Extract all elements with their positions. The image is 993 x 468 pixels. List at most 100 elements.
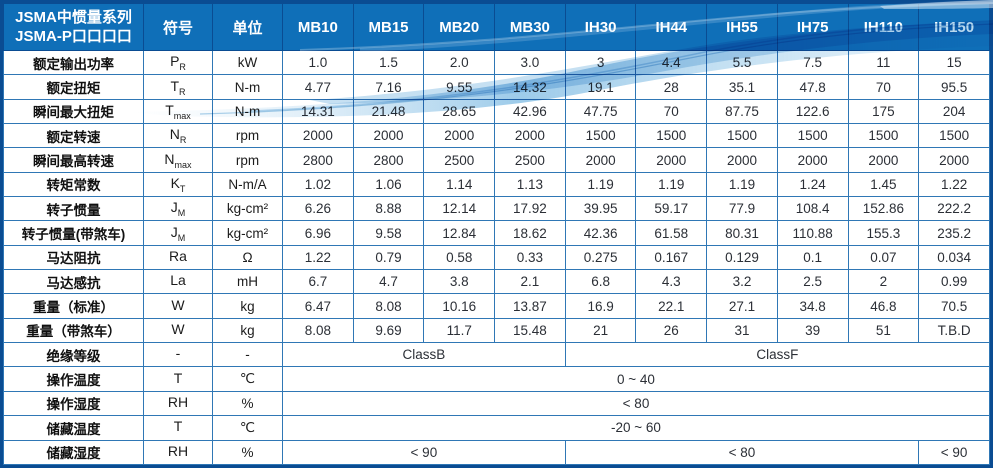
symbol-text: T — [170, 77, 180, 94]
spec-cell: 59.17 — [635, 196, 708, 222]
spec-cell: 10.16 — [423, 293, 496, 319]
spec-cell: 6.8 — [564, 269, 637, 295]
row-label: 操作湿度 — [3, 390, 144, 417]
spec-cell: 0.034 — [918, 244, 990, 271]
table-row: 绝缘等级 - - ClassB ClassF — [3, 342, 991, 368]
spec-cell: 1500 — [706, 123, 778, 149]
symbol-cell: - — [143, 342, 213, 368]
symbol-cell: JM — [143, 196, 213, 222]
spec-cell: 2000 — [776, 147, 849, 173]
table-row: 转子惯量(带煞车) JM kg-cm² 6.96 9.58 12.84 18.62 42.36… — [3, 220, 990, 246]
column-header-ih150: IH150 — [918, 3, 990, 51]
spec-cell: 1.19 — [564, 171, 637, 198]
spec-cell: 70 — [635, 98, 708, 125]
spec-cell: 61.58 — [635, 220, 708, 246]
spec-cell: 110.88 — [776, 220, 849, 246]
spec-cell: 46.8 — [847, 293, 920, 319]
spec-cell: 42.36 — [564, 220, 637, 246]
unit-column-header: 单位 — [212, 3, 283, 51]
spec-cell: 6.96 — [282, 220, 354, 246]
motor-spec-table: JSMA中惯量系列 JSMA-P口口口口 符号 单位 MB10 MB15 MB20 M… — [3, 3, 991, 465]
merged-spec-cell: < 80 — [282, 390, 990, 417]
symbol-subscript: R — [179, 135, 187, 146]
spec-cell: 1500 — [635, 123, 708, 149]
unit-cell: N-m — [212, 98, 283, 125]
spec-cell: 235.2 — [918, 220, 990, 246]
table-row: 额定扭矩 TR N-m 4.77 7.16 9.55 14.32 19.1 28 35.1 47.8… — [3, 74, 990, 100]
symbol-text: La — [170, 272, 186, 289]
spec-cell: 2500 — [494, 147, 566, 173]
spec-cell: 14.32 — [494, 74, 566, 100]
symbol-cell: Tmax — [143, 98, 213, 125]
row-label: 转子惯量 — [3, 196, 144, 222]
row-label: 瞬间最大扭矩 — [3, 98, 144, 125]
spec-cell: 17.92 — [494, 196, 566, 222]
spec-cell: 28 — [635, 74, 708, 100]
table-row: 瞬间最大扭矩 Tmax N-m 14.31 21.48 28.65 42.96 47.75 70… — [3, 98, 990, 125]
spec-cell: 4.3 — [635, 269, 708, 295]
table-row: 额定输出功率 PR kW 1.0 1.5 2.0 3.0 3 4.4 5.5 7.5 11 15 — [3, 49, 990, 76]
spec-cell: T.B.D — [918, 317, 990, 344]
symbol-cell: La — [143, 269, 213, 295]
spec-cell: 1500 — [847, 123, 920, 149]
spec-cell: 5.5 — [706, 49, 778, 76]
spec-cell: 2.0 — [423, 49, 496, 76]
header-row: JSMA中惯量系列 JSMA-P口口口口 符号 单位 MB10 MB15 MB20 M… — [3, 3, 990, 51]
spec-cell: 22.1 — [635, 293, 708, 319]
symbol-cell: NR — [143, 123, 213, 149]
spec-cell: 9.69 — [352, 317, 425, 344]
spec-cell: 6.7 — [282, 269, 354, 295]
spec-cell: 35.1 — [706, 74, 778, 100]
symbol-cell: RH — [143, 439, 213, 465]
spec-cell: 51 — [847, 317, 920, 344]
unit-cell: kg — [212, 293, 283, 319]
spec-cell: 6.47 — [282, 293, 354, 319]
row-label: 额定扭矩 — [3, 74, 144, 100]
row-label: 额定输出功率 — [3, 49, 144, 76]
spec-cell: 0.33 — [494, 244, 566, 271]
column-header-ih44: IH44 — [635, 3, 708, 51]
spec-cell: 11 — [847, 49, 920, 76]
symbol-column-header: 符号 — [143, 3, 213, 51]
unit-cell: kg — [212, 317, 283, 344]
row-label: 转子惯量(带煞车) — [3, 220, 144, 246]
symbol-text: T — [165, 101, 174, 118]
symbol-text: K — [170, 174, 180, 191]
spec-cell: 27.1 — [706, 293, 778, 319]
spec-cell: 3 — [564, 49, 637, 76]
symbol-subscript: R — [179, 62, 186, 73]
spec-cell: 2000 — [706, 147, 778, 173]
spec-cell: 204 — [918, 98, 990, 125]
spec-cell: 21.48 — [352, 98, 425, 125]
spec-cell: 222.2 — [918, 196, 990, 222]
series-title-line1: JSMA中惯量系列 — [15, 8, 132, 26]
spec-cell: 2800 — [282, 147, 354, 173]
spec-cell: 15 — [918, 49, 990, 76]
column-header-mb30: MB30 — [494, 3, 566, 51]
column-header-mb15: MB15 — [352, 3, 425, 51]
spec-cell: 122.6 — [776, 98, 849, 125]
spec-cell: 2800 — [352, 147, 425, 173]
spec-cell: 4.4 — [635, 49, 708, 76]
spec-cell: 2000 — [423, 123, 496, 149]
symbol-text: - — [175, 345, 181, 362]
unit-cell: N-m/A — [212, 171, 283, 198]
spec-cell: 15.48 — [494, 317, 566, 344]
spec-cell: 0.07 — [847, 244, 920, 271]
spec-cell: 7.5 — [776, 49, 849, 76]
spec-cell: 108.4 — [776, 196, 849, 222]
table-row: 马达感抗 La mH 6.7 4.7 3.8 2.1 6.8 4.3 3.2 2.5 2 0.99 — [3, 269, 990, 295]
unit-cell: % — [212, 439, 283, 465]
row-label: 转矩常数 — [3, 171, 144, 198]
symbol-cell: Nmax — [143, 147, 213, 173]
spec-cell: 155.3 — [847, 220, 920, 246]
spec-cell: 80.31 — [706, 220, 778, 246]
spec-cell: 1.0 — [282, 49, 354, 76]
symbol-subscript: T — [179, 183, 186, 194]
unit-cell: ℃ — [212, 415, 283, 441]
table-row: 马达阻抗 Ra Ω 1.22 0.79 0.58 0.33 0.275 0.167 0.129 0.… — [3, 244, 990, 271]
spec-cell: 8.08 — [352, 293, 425, 319]
unit-cell: ℃ — [212, 366, 283, 392]
